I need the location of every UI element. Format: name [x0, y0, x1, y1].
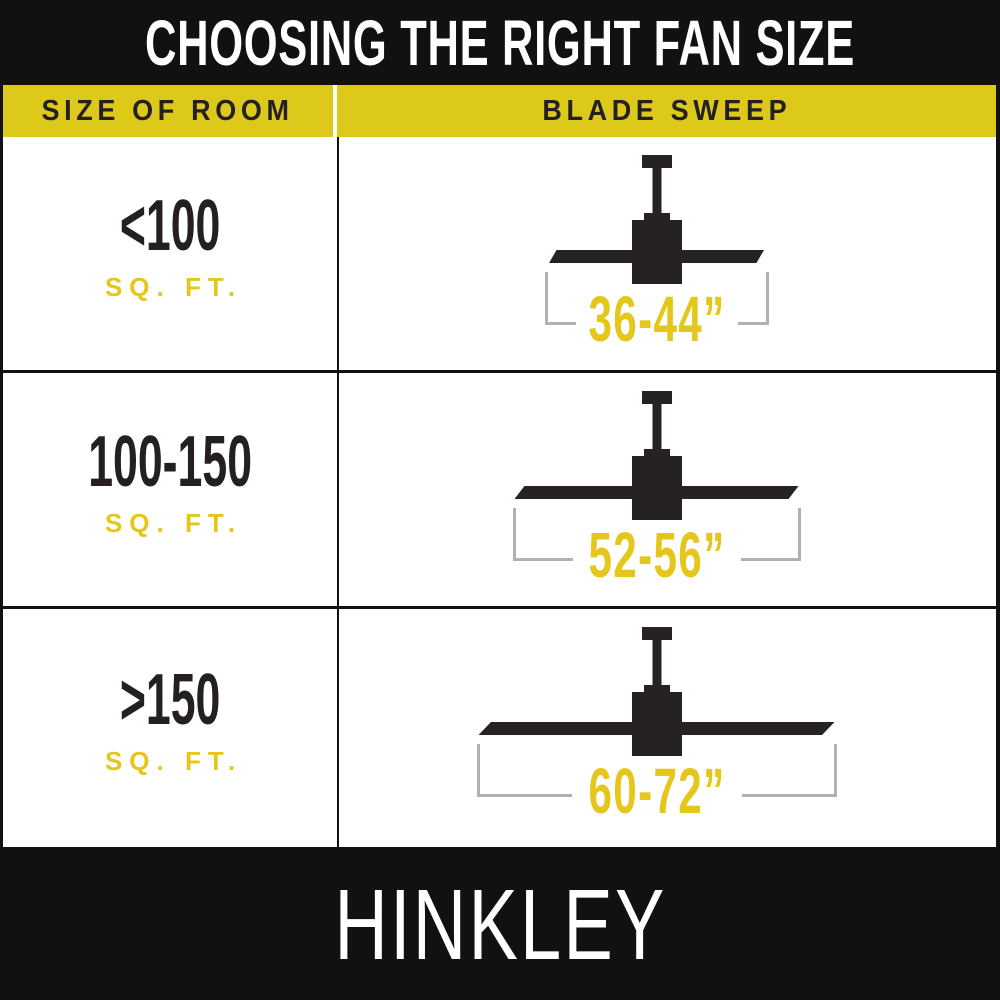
table-row: 100-150 SQ. FT. 52-56”	[3, 373, 996, 609]
sweep-dimension-bracket	[544, 272, 769, 325]
column-header-label: SIZE OF ROOM	[41, 94, 295, 127]
fan-size-table: SIZE OF ROOM BLADE SWEEP <100 SQ. FT.	[0, 85, 1000, 847]
table-header-row: SIZE OF ROOM BLADE SWEEP	[3, 85, 996, 137]
bracket-segment	[547, 322, 576, 325]
brand-logo: HINKLEY	[333, 868, 667, 981]
room-size-cell: >150 SQ. FT.	[3, 609, 339, 847]
column-header-size-of-room: SIZE OF ROOM	[3, 85, 337, 137]
bracket-segment	[741, 794, 834, 797]
blade-sweep-cell: 36-44”	[339, 137, 996, 370]
bracket-segment	[515, 558, 573, 561]
table-row: <100 SQ. FT. 36-44”	[3, 137, 996, 373]
blade-sweep-cell: 60-72”	[339, 609, 996, 847]
sweep-dimension-bracket	[476, 744, 837, 797]
fan-coupler-icon	[643, 449, 670, 457]
fan-downrod-icon	[652, 165, 661, 215]
fan-motor-icon	[631, 456, 682, 520]
fan-downrod-icon	[652, 401, 661, 451]
fan-coupler-icon	[643, 685, 670, 693]
room-size-cell: 100-150 SQ. FT.	[3, 373, 339, 606]
blade-sweep-value: 36-44”	[587, 283, 726, 355]
room-size-value: >150	[119, 660, 221, 740]
room-size-unit: SQ. FT.	[104, 271, 243, 302]
room-size-cell: <100 SQ. FT.	[3, 137, 339, 370]
column-header-label: BLADE SWEEP	[542, 94, 791, 127]
blade-sweep-value: 52-56”	[587, 519, 726, 591]
room-size-unit: SQ. FT.	[104, 507, 243, 538]
column-header-blade-sweep: BLADE SWEEP	[337, 85, 996, 137]
fan-motor-icon	[631, 692, 682, 756]
room-size-unit: SQ. FT.	[104, 746, 243, 776]
bracket-segment	[479, 794, 572, 797]
sweep-dimension-bracket	[512, 508, 801, 561]
ceiling-fan-icon	[641, 627, 672, 640]
blade-sweep-cell: 52-56”	[339, 373, 996, 606]
fan-motor-icon	[631, 220, 682, 284]
room-size-value: <100	[119, 185, 221, 266]
ceiling-fan-icon	[641, 155, 672, 168]
page-title: CHOOSING THE RIGHT FAN SIZE	[145, 6, 855, 79]
ceiling-fan-icon	[641, 391, 672, 404]
room-size-value: 100-150	[88, 421, 252, 502]
fan-downrod-icon	[652, 637, 661, 687]
table-row: >150 SQ. FT. 60-72”	[3, 609, 996, 847]
brand-bar: HINKLEY	[0, 847, 1000, 1000]
fan-coupler-icon	[643, 213, 670, 221]
title-bar: CHOOSING THE RIGHT FAN SIZE	[0, 0, 1000, 85]
blade-sweep-value: 60-72”	[587, 755, 726, 827]
bracket-segment	[737, 322, 766, 325]
bracket-segment	[740, 558, 798, 561]
